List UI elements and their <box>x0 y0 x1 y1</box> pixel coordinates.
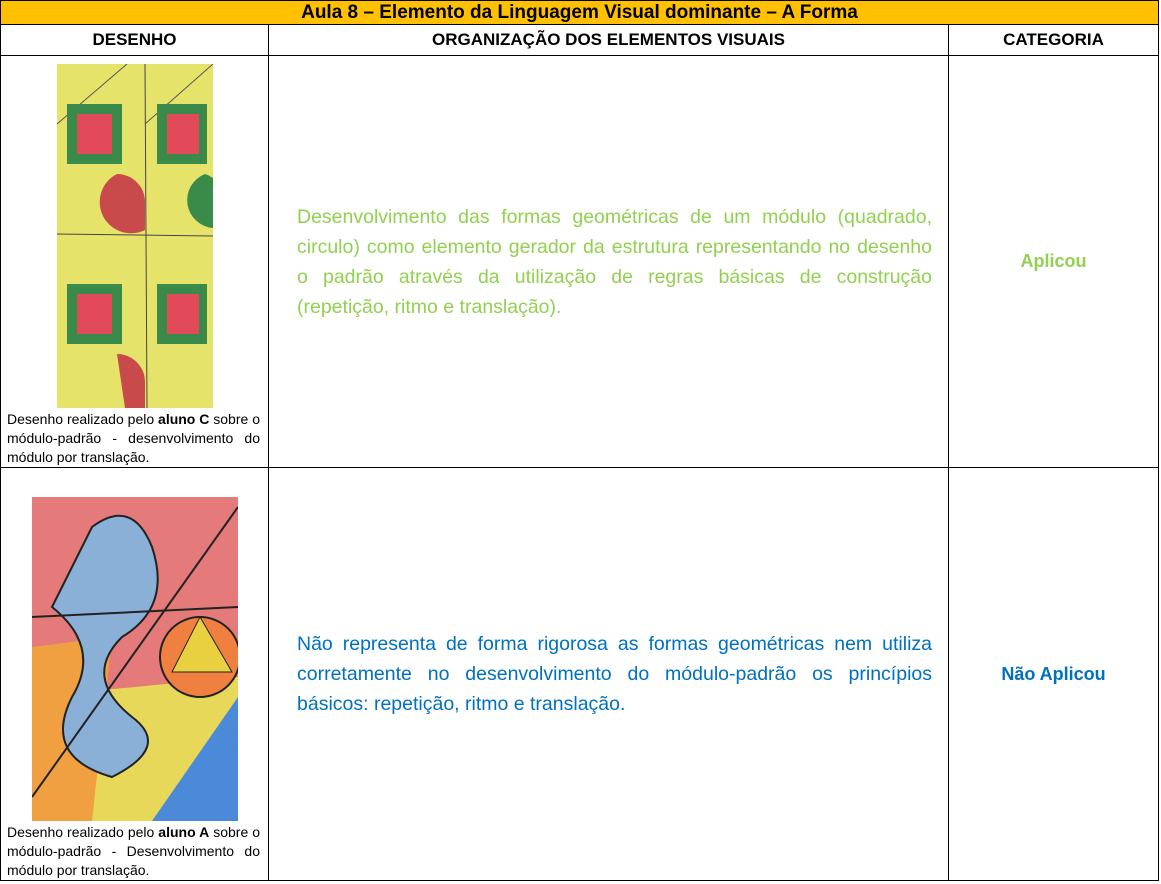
caption-text: Desenho realizado pelo <box>7 824 159 840</box>
caption-text: sobre o módulo-padrão - Desenvolvimento … <box>7 824 261 878</box>
column-header: CATEGORIA <box>948 24 1159 56</box>
caption-bold: aluno A <box>158 824 210 840</box>
caption: Desenho realizado pelo aluno A sobre o m… <box>1 821 268 880</box>
category: Não Aplicou <box>948 467 1159 881</box>
category: Aplicou <box>948 55 1159 468</box>
caption: Desenho realizado pelo aluno C sobre o m… <box>1 408 268 467</box>
drawing-cell: Desenho realizado pelo aluno C sobre o m… <box>0 55 269 468</box>
table-title: Aula 8 – Elemento da Linguagem Visual do… <box>0 0 1159 25</box>
organization-text: Desenvolvimento das formas geométricas d… <box>268 55 949 468</box>
drawing-image <box>31 497 238 821</box>
drawing-image <box>56 64 213 408</box>
caption-bold: aluno C <box>158 411 210 427</box>
drawing-cell: Desenho realizado pelo aluno A sobre o m… <box>0 467 269 881</box>
organization-text: Não representa de forma rigorosa as form… <box>268 467 949 881</box>
column-header: DESENHO <box>0 24 269 56</box>
caption-text: Desenho realizado pelo <box>7 411 159 427</box>
caption-text: sobre o módulo-padrão - desenvolvimento … <box>7 411 260 465</box>
column-header: ORGANIZAÇÃO DOS ELEMENTOS VISUAIS <box>268 24 949 56</box>
